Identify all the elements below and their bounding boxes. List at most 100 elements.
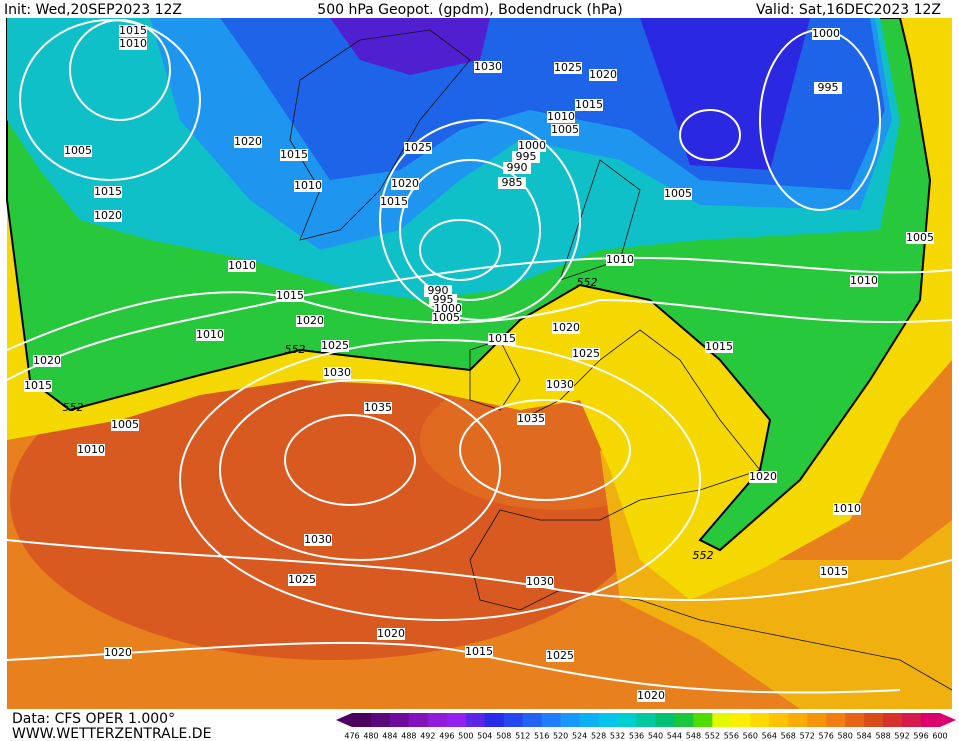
isobar-label: 1020 <box>391 177 419 190</box>
colorbar-swatch <box>427 713 448 727</box>
isobar-label-bg <box>749 471 777 483</box>
colorbar-tick-label: 544 <box>667 732 682 741</box>
colorbar-swatch <box>788 713 808 727</box>
isobar-label-bg <box>465 646 493 658</box>
colorbar-tick-label: 592 <box>894 732 909 741</box>
isobar-label: 1000 <box>812 27 840 40</box>
colorbar-swatch <box>655 713 675 727</box>
isobar-label-bg <box>503 162 531 174</box>
isobar-label-bg <box>24 380 52 392</box>
colorbar-swatch <box>352 713 372 727</box>
colorbar-tick-label: 556 <box>724 732 739 741</box>
colorbar-tick-label: 508 <box>496 732 511 741</box>
isobar-label: 1010 <box>228 259 256 272</box>
colorbar-tick-label: 600 <box>932 732 947 741</box>
isobar-label-bg <box>276 290 304 302</box>
colorbar-tick-label: 532 <box>610 732 625 741</box>
isobar-label: 1020 <box>552 321 580 334</box>
isobar-label-bg <box>119 38 147 50</box>
colorbar-tick-label: 520 <box>553 732 568 741</box>
colorbar-tick-label: 596 <box>913 732 928 741</box>
isobar-label: 1010 <box>294 179 322 192</box>
colorbar-tick-label: 548 <box>686 732 701 741</box>
colorbar-swatch <box>522 713 543 727</box>
colorbar-swatch <box>541 713 562 727</box>
isobar-label: 1005 <box>906 231 934 244</box>
isobar-label-bg <box>575 99 603 111</box>
colorbar-swatch <box>636 713 656 727</box>
isobar-label-bg <box>364 402 392 414</box>
colorbar-swatch <box>902 713 922 727</box>
colorbar-tick-label: 524 <box>572 732 587 741</box>
colorbar-tick-label: 512 <box>515 732 530 741</box>
isobar-label: 1005 <box>432 311 460 324</box>
isobar-label-bg <box>664 188 692 200</box>
isobar <box>379 119 581 321</box>
isobar-label: 1020 <box>749 470 777 483</box>
valid-time: Valid: Sat,16DEC2023 12Z <box>756 2 941 18</box>
isobar-label: 1015 <box>575 98 603 111</box>
isobar-label-bg <box>552 322 580 334</box>
isobar-label: 1030 <box>323 366 351 379</box>
isobar-label-bg <box>33 355 61 367</box>
geopotential-label: 552 <box>285 343 306 356</box>
colorbar-tick-label: 588 <box>875 732 890 741</box>
isobar-label-bg <box>296 315 324 327</box>
isobar <box>284 414 416 506</box>
colorbar-swatch <box>446 713 467 727</box>
isobar-label-bg <box>547 111 575 123</box>
isobar-label: 1030 <box>526 575 554 588</box>
colorbar-swatch <box>560 713 581 727</box>
isobar-label: 1035 <box>517 412 545 425</box>
isobar-label: 1015 <box>488 332 516 345</box>
isobar-label: 1005 <box>664 187 692 200</box>
colorbar-swatch <box>826 713 846 727</box>
site-name: WWW.WETTERZENTRALE.DE <box>12 726 211 741</box>
colorbar-tick-label: 572 <box>800 732 815 741</box>
isobar-label-bg <box>606 254 634 266</box>
isobar-label: 1010 <box>850 274 878 287</box>
isobar <box>219 379 501 561</box>
data-source: Data: CFS OPER 1.000° <box>12 711 175 727</box>
isobar-label-bg <box>94 210 122 222</box>
isobar-label-bg <box>546 650 574 662</box>
colorbar-swatch <box>769 713 789 727</box>
isobar <box>19 19 201 181</box>
colorbar-tick-label: 560 <box>743 732 758 741</box>
isobar <box>179 339 701 621</box>
colorbar-swatch <box>579 713 600 727</box>
isobar-label: 1005 <box>64 144 92 157</box>
colorbar-swatch <box>807 713 827 727</box>
isobar-label: 1025 <box>321 339 349 352</box>
isobar-label-bg <box>111 419 139 431</box>
isobar-label: 1010 <box>119 37 147 50</box>
isobar-label: 1020 <box>94 209 122 222</box>
colorbar-swatch <box>408 713 429 727</box>
isobar <box>6 256 953 381</box>
isobar-label: 990 <box>507 161 528 174</box>
isobar-label-bg <box>517 413 545 425</box>
isobar-label-bg <box>391 178 419 190</box>
isobar-label: 1010 <box>77 443 105 456</box>
colorbar-tick-label: 488 <box>401 732 416 741</box>
greenland <box>289 29 471 241</box>
colorbar-tick-label: 564 <box>762 732 777 741</box>
colorbar-tick-label: 504 <box>477 732 492 741</box>
colorbar-arrow <box>336 713 352 727</box>
isobar-label-bg <box>498 177 526 189</box>
isobar-label-bg <box>518 140 546 152</box>
colorbar-swatch <box>712 713 732 727</box>
isobar-label-bg <box>234 136 262 148</box>
isobar-label-bg <box>906 232 934 244</box>
isobar-label: 985 <box>502 176 523 189</box>
isobar-label-bg <box>380 196 408 208</box>
colorbar-tick-label: 576 <box>819 732 834 741</box>
colorbar-tick-label: 480 <box>363 732 378 741</box>
colorbar-tick-label: 540 <box>648 732 663 741</box>
isobar-label-bg <box>228 260 256 272</box>
isobar-label-bg <box>77 444 105 456</box>
isobar-label: 1025 <box>546 649 574 662</box>
map-title: 500 hPa Geopot. (gpdm), Bodendruck (hPa) <box>317 2 622 18</box>
isobar-label: 1025 <box>554 61 582 74</box>
isobar-label-bg <box>814 82 842 94</box>
